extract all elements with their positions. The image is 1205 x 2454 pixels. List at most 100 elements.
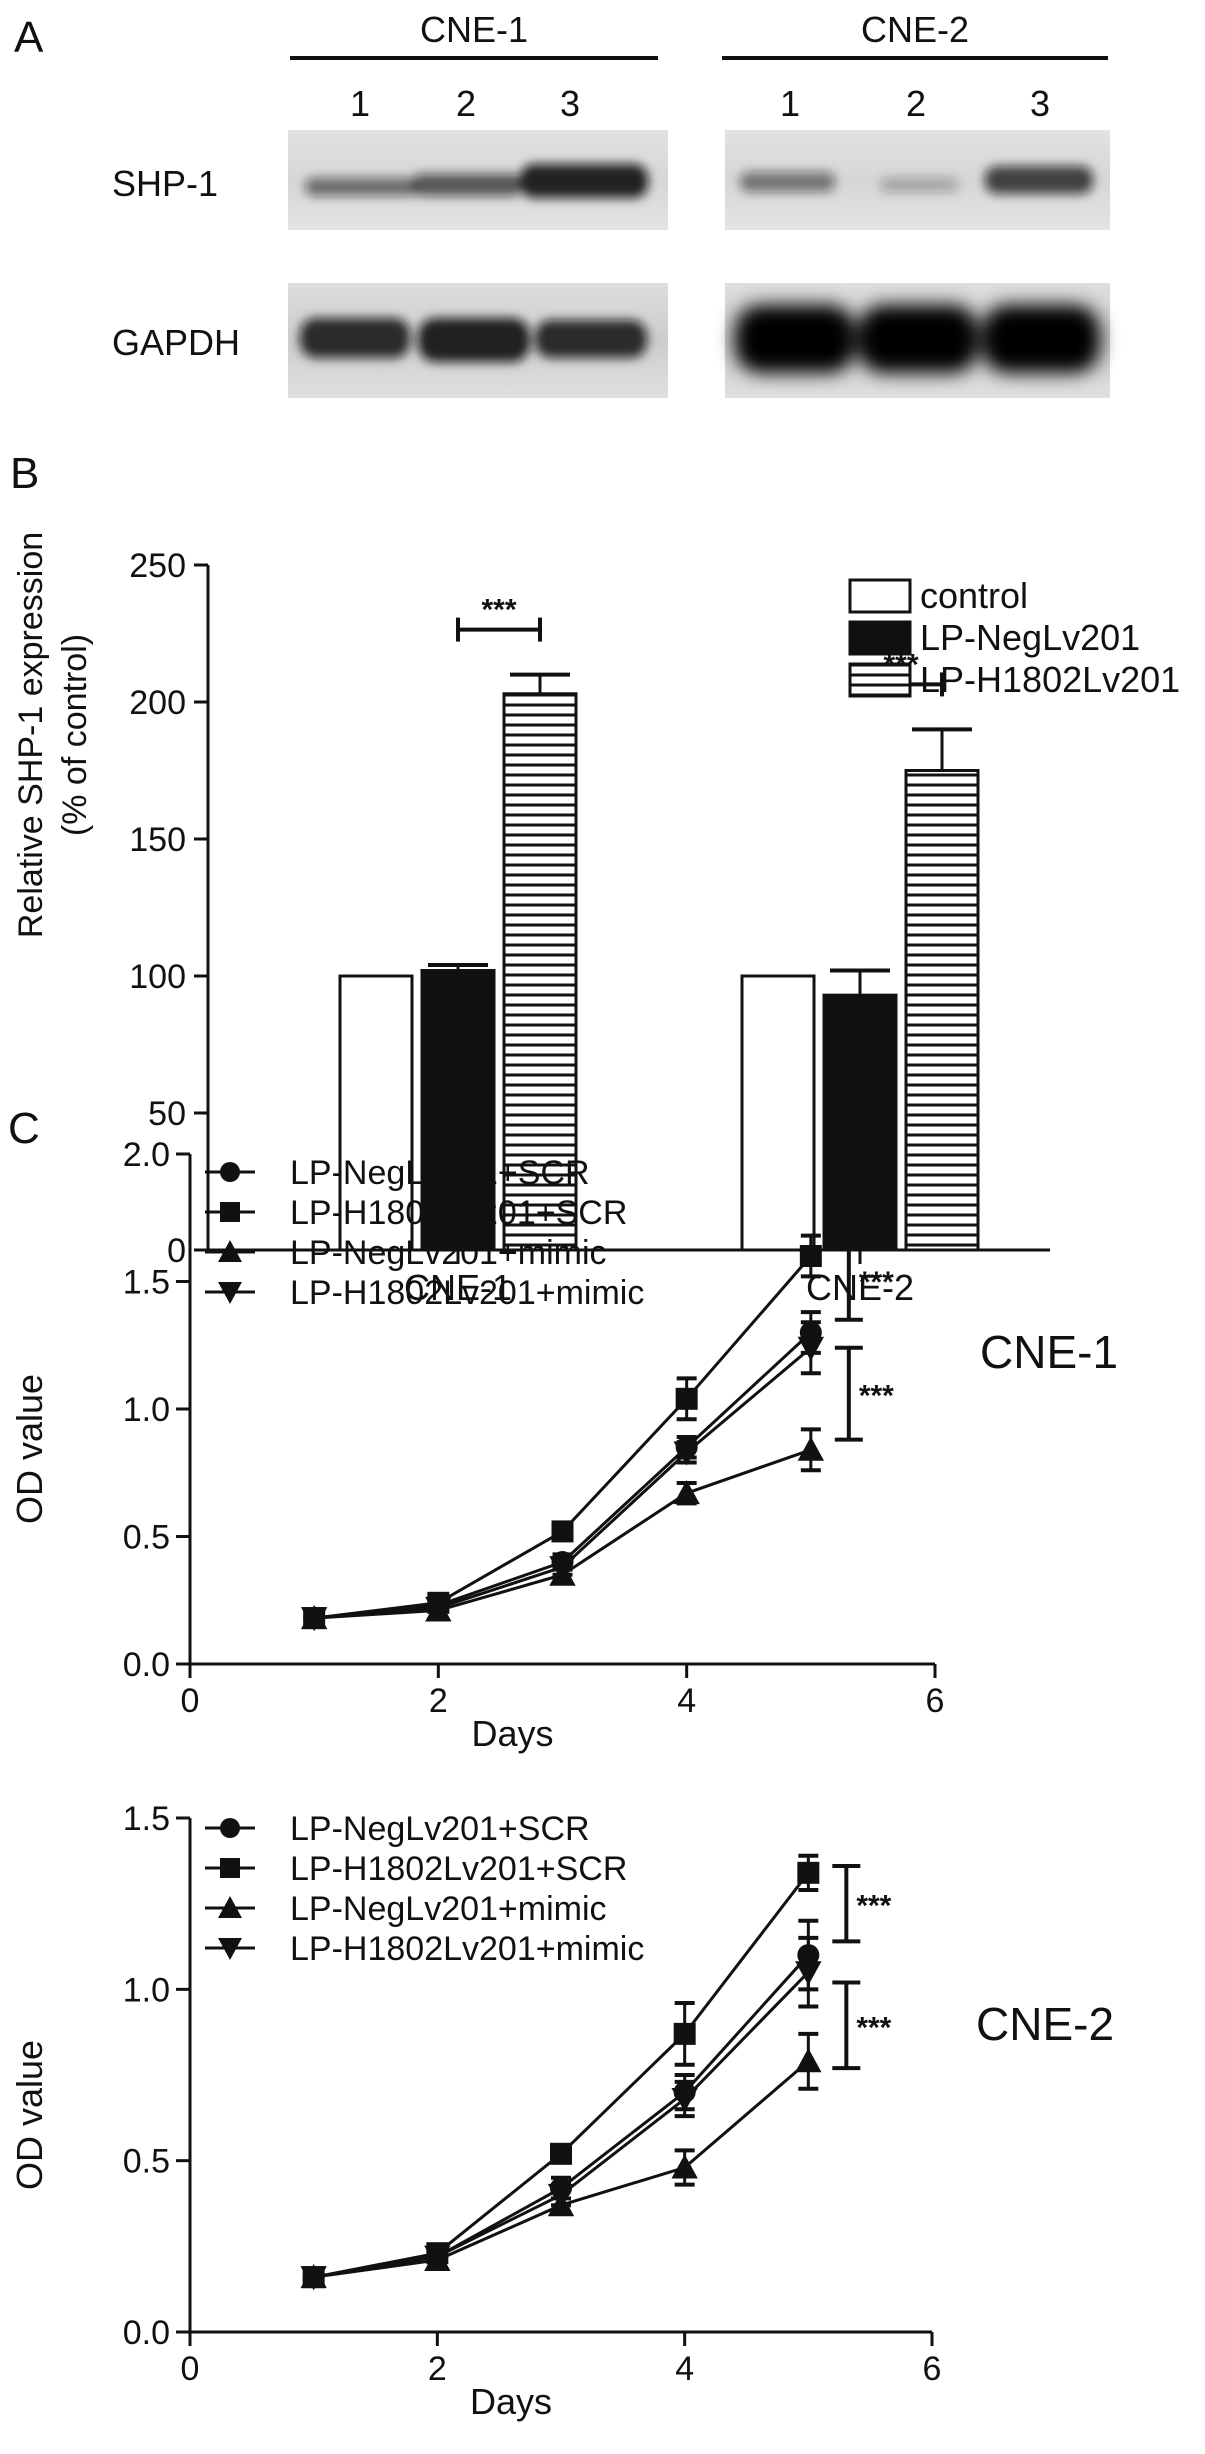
line-y-tick-label: 1.0 (123, 1391, 170, 1429)
lane-number-cne2-3: 3 (1030, 83, 1050, 124)
band-shp1-cne1-lane1 (305, 178, 417, 196)
band-shp1-cne2-lane1 (740, 172, 835, 192)
blot-group-label-cne2: CNE-2 (861, 9, 969, 50)
bar-cne-2-control (740, 974, 816, 1252)
cell-line-label-cne-2: CNE-2 (976, 1998, 1114, 2050)
bar-chart-panel: B Relative SHP-1 expression (% of contro… (10, 449, 1180, 1308)
line-ylabel: OD value (9, 1374, 50, 1524)
line-y-tick-label: 1.5 (123, 1800, 170, 1838)
legend-label-lp-h1802lv201-mimic: LP-H1802Lv201+mimic (290, 1930, 644, 1968)
series-lp-neglv201-scr (302, 1918, 820, 2289)
line-y-tick-label: 0.0 (123, 2314, 170, 2352)
line-y-tick-label: 0.0 (123, 1646, 170, 1684)
bar-y-tick-label: 50 (148, 1095, 186, 1133)
blot-row-label-gapdh: GAPDH (112, 322, 240, 363)
data-point-lp-neglv201-mimic-day4 (671, 2154, 698, 2179)
bar-y-tick-label: 200 (129, 684, 186, 722)
legend-marker-lp-h1802lv201-mimic (218, 1938, 242, 1960)
legend-label-lp-neglv201-mimic: LP-NegLv201+mimic (290, 1890, 607, 1928)
line-ylabel: OD value (9, 2040, 50, 2190)
data-point-lp-neglv201-mimic-day5 (795, 2048, 822, 2073)
line-x-tick-label: 0 (181, 1682, 200, 1720)
line-x-tick-label: 0 (181, 2350, 200, 2388)
line-y-tick-label: 0.5 (123, 1519, 170, 1557)
bar-y-tick-label: 250 (129, 547, 186, 585)
blot-group-label-cne1: CNE-1 (420, 9, 528, 50)
data-point-lp-h1802lv201-mimic-day1 (300, 1607, 328, 1632)
line-x-tick-label: 2 (429, 1682, 448, 1720)
data-point-lp-h1802lv201-mimic-day4 (673, 1441, 700, 1466)
line-chart-cne1: 0.0 0.5 1.0 1.5 2.0 0 2 4 6 Days OD value *** *** LP-… (9, 1136, 1118, 1754)
legend-marker-lp-h1802lv201-scr (220, 1858, 240, 1878)
legend-label-lp-h1802lv201: LP-H1802Lv201 (920, 659, 1180, 700)
data-point-lp-neglv201-mimic-day5 (797, 1436, 825, 1461)
significance-label: *** (859, 1380, 894, 1413)
data-point-lp-h1802lv201-mimic-day5 (797, 1336, 825, 1361)
line-x-tick-label: 4 (677, 1682, 696, 1720)
data-point-lp-h1802lv201-scr-day4 (675, 1387, 698, 1410)
band-gapdh-cne1-lane1 (300, 318, 410, 358)
line-x-tick-label: 2 (428, 2350, 447, 2388)
panel-label-a: A (14, 13, 44, 62)
legend-swatch-lp-neglv201 (848, 620, 912, 656)
bar-y-tick-label: 100 (129, 958, 186, 996)
line-y-tick-label: 1.0 (123, 1971, 170, 2009)
line-xlabel: Days (471, 1713, 553, 1754)
bar-category-label-cne-1: CNE-1 (404, 1267, 512, 1308)
data-point-lp-h1802lv201-mimic-day5 (795, 1961, 822, 1986)
data-point-lp-h1802lv201-scr-day4 (673, 2022, 696, 2045)
significance-label: *** (859, 1266, 894, 1299)
data-point-lp-h1802lv201-mimic-day3 (547, 2183, 575, 2209)
lane-number-cne2-2: 2 (906, 83, 926, 124)
band-shp1-cne2-lane3 (985, 166, 1093, 194)
bar-ylabel-line2: (% of control) (56, 634, 94, 836)
data-point-lp-h1802lv201-scr-day3 (551, 1520, 574, 1543)
legend-label-lp-neglv201-mimic: LP-NegLv201+mimic (290, 1234, 607, 1272)
line-y-tick-label: 0.5 (123, 2143, 170, 2181)
series-line-lp-neglv201-scr (313, 1954, 810, 2279)
legend-label-lp-neglv201-scr: LP-NegLv201+SCR (290, 1810, 590, 1848)
band-shp1-cne1-lane2 (412, 174, 522, 196)
legend-marker-lp-neglv201-mimic (218, 1240, 242, 1262)
lane-number-cne1-1: 1 (350, 83, 370, 124)
data-point-lp-h1802lv201-mimic-day2 (425, 1596, 452, 1622)
legend-swatch-control (848, 578, 912, 614)
band-gapdh-cne1-lane3 (535, 320, 647, 358)
line-x-tick-label: 6 (923, 2350, 942, 2388)
data-point-lp-neglv201-mimic-day4 (673, 1479, 700, 1505)
panel-label-c: C (8, 1104, 40, 1153)
band-shp1-cne1-lane3 (520, 164, 648, 198)
legend-marker-lp-neglv201-scr (220, 1818, 240, 1838)
line-xlabel: Days (470, 2381, 552, 2422)
legend-label-lp-neglv201: LP-NegLv201 (920, 617, 1140, 658)
series-lp-h1802lv201-mimic (300, 1935, 822, 2291)
western-blot-panel: A CNE-1 CNE-2 1 2 3 1 2 3 SHP-1 GAPDH (14, 9, 1110, 398)
series-line-lp-neglv201-mimic (313, 2060, 810, 2279)
data-point-lp-h1802lv201-mimic-day1 (300, 2266, 327, 2291)
lane-number-cne2-1: 1 (780, 83, 800, 124)
band-gapdh-cne2-lane2 (858, 305, 978, 373)
legend-label-lp-h1802lv201-mimic: LP-H1802Lv201+mimic (290, 1274, 644, 1312)
lane-number-cne1-2: 2 (456, 83, 476, 124)
growth-curves-panel: C 0.0 0.5 1.0 1.5 2.0 0 2 4 6 Days OD value *** *** L… (8, 1104, 1118, 2422)
lane-number-cne1-3: 3 (560, 83, 580, 124)
data-point-lp-h1802lv201-mimic-day2 (424, 2245, 451, 2270)
band-gapdh-cne2-lane1 (735, 305, 855, 373)
bar-ylabel-line1: Relative SHP-1 expression (12, 532, 50, 938)
bar-cne-2-lp-h1802lv201 (904, 769, 980, 1252)
bar-y-tick-label: 0 (167, 1232, 186, 1270)
significance-label-cne-1: *** (481, 594, 516, 627)
legend-marker-lp-h1802lv201-mimic (218, 1282, 242, 1304)
legend-label-lp-neglv201-scr: LP-NegLv201+SCR (290, 1154, 590, 1192)
series-lp-h1802lv201-mimic (300, 1320, 825, 1632)
bar-category-label-cne-2: CNE-2 (806, 1267, 914, 1308)
blot-row-label-shp1: SHP-1 (112, 163, 218, 204)
significance-label: *** (856, 2011, 891, 2044)
legend-marker-lp-neglv201-scr (220, 1162, 240, 1182)
legend-label-lp-h1802lv201-scr: LP-H1802Lv201+SCR (290, 1194, 627, 1232)
band-shp1-cne2-lane2 (880, 178, 958, 192)
legend-swatch-lp-h1802lv201 (848, 662, 912, 698)
